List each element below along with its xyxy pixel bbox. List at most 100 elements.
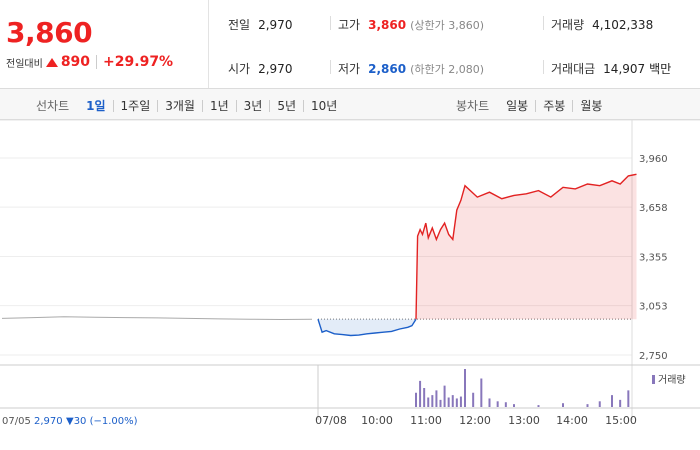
volume-bar — [427, 397, 430, 407]
down-area — [318, 319, 416, 336]
high-sub: (상한가 3,860) — [410, 18, 484, 32]
volume-bar — [537, 405, 540, 407]
tab-1d[interactable]: 1일 — [86, 98, 106, 113]
prev-close-label: 전일 — [228, 18, 251, 32]
volume-bar — [435, 390, 438, 407]
volume-bar — [451, 395, 454, 407]
volume-legend-swatch — [652, 375, 655, 384]
volume-bar — [415, 392, 417, 407]
divider — [543, 60, 544, 74]
volume-bar — [619, 399, 622, 407]
volume-bar — [443, 385, 446, 407]
x-tick-label: 12:00 — [459, 414, 491, 427]
price-box: 3,860 전일대비 890 +29.97% — [0, 0, 209, 88]
price-change: 전일대비 890 +29.97% — [6, 54, 173, 70]
y-tick-label: 3,355 — [639, 253, 668, 264]
volume-bar — [472, 392, 475, 407]
tab-weekly[interactable]: 주봉 — [535, 99, 572, 112]
x-tick-label: 15:00 — [605, 414, 637, 427]
change-value: 890 — [60, 54, 91, 70]
volume-value: 4,102,338 — [592, 17, 654, 32]
today-down-line — [317, 318, 417, 337]
change-label: 전일대비 — [6, 58, 43, 70]
line-chart-label: 선차트 — [36, 99, 70, 113]
volume-bar — [488, 398, 491, 407]
price-chart: 3,960 3,658 3,355 3,053 2,750 거래량 07/08 10:00… — [0, 120, 700, 427]
volume-label: 거래량 — [551, 18, 585, 32]
high-label: 고가 — [338, 18, 361, 32]
divider — [330, 16, 331, 30]
up-area — [416, 174, 637, 320]
x-tick-label: 07/08 — [315, 414, 347, 427]
period-tabs: 선차트 1일 1주일 3개월 1년 3년 5년 10년 봉차트 일봉 주봉 월봉 — [0, 89, 700, 120]
volume-legend-label: 거래량 — [658, 374, 686, 386]
volume-bars: 거래량 — [415, 369, 686, 407]
volume-bar — [431, 395, 434, 407]
prev-close-footer: 2,970 — [34, 416, 63, 427]
tab-3y[interactable]: 3년 — [235, 99, 270, 112]
candle-chart-tabs: 봉차트 일봉 주봉 월봉 — [456, 97, 609, 114]
tab-3m[interactable]: 3개월 — [157, 99, 202, 112]
x-tick-label: 14:00 — [556, 414, 588, 427]
open-price: 시가 2,970 — [228, 60, 292, 77]
volume-bar — [496, 401, 499, 407]
divider — [543, 16, 544, 30]
today-up-line — [415, 173, 637, 320]
tab-monthly[interactable]: 월봉 — [572, 99, 609, 112]
tab-1w[interactable]: 1주일 — [112, 99, 158, 112]
volume-bar — [598, 401, 601, 407]
divider — [96, 55, 98, 69]
tab-1y[interactable]: 1년 — [201, 99, 236, 112]
open-label: 시가 — [228, 62, 251, 76]
volume-bar — [455, 398, 458, 407]
x-tick-label: 13:00 — [508, 414, 540, 427]
volume-bar — [480, 378, 483, 407]
prev-change-footer: ▼30 (−1.00%) — [66, 416, 138, 427]
y-tick-label: 3,053 — [639, 302, 668, 313]
volume-bar — [562, 403, 564, 407]
amount-value: 14,907 — [603, 61, 646, 76]
y-tick-label: 3,658 — [639, 203, 668, 214]
prev-date-label: 07/05 — [2, 416, 31, 427]
prev-day-line — [1, 316, 313, 321]
amount-label: 거래대금 — [551, 62, 596, 76]
low-sub: (하한가 2,080) — [410, 62, 484, 76]
high-value: 3,860 — [368, 17, 407, 32]
volume-bar — [423, 388, 426, 407]
amount-unit: 백만 — [649, 62, 672, 76]
volume-bar — [464, 369, 466, 407]
x-axis: 07/08 10:00 11:00 12:00 13:00 14:00 15:00 07/05… — [2, 414, 637, 427]
y-tick-label: 2,750 — [639, 351, 668, 362]
current-price: 3,860 — [6, 16, 93, 49]
price-lines — [1, 173, 637, 337]
high-price: 고가 3,860 (상한가 3,860) — [338, 16, 484, 33]
volume-bar — [459, 396, 462, 407]
x-tick-label: 10:00 — [361, 414, 393, 427]
x-tick-label: 11:00 — [410, 414, 442, 427]
volume-bar — [513, 404, 515, 407]
low-label: 저가 — [338, 62, 361, 76]
low-price: 저가 2,860 (하한가 2,080) — [338, 60, 484, 77]
volume: 거래량 4,102,338 — [551, 16, 653, 33]
volume-bar — [419, 380, 422, 407]
candle-chart-label: 봉차트 — [456, 99, 490, 113]
up-arrow-icon — [45, 57, 58, 67]
volume-bar — [611, 395, 613, 407]
divider — [330, 60, 331, 74]
change-percent: +29.97% — [103, 54, 174, 70]
volume-bar — [627, 390, 630, 407]
y-tick-label: 3,960 — [639, 154, 668, 165]
volume-bar — [447, 397, 450, 407]
open-value: 2,970 — [258, 61, 293, 76]
y-axis: 3,960 3,658 3,355 3,053 2,750 — [639, 154, 668, 362]
tab-5y[interactable]: 5년 — [269, 99, 303, 112]
prev-close: 전일 2,970 — [228, 16, 292, 33]
volume-bar — [586, 404, 589, 407]
line-chart-tabs: 선차트 1일 1주일 3개월 1년 3년 5년 10년 — [36, 97, 344, 114]
tab-10y[interactable]: 10년 — [303, 99, 344, 112]
volume-bar — [439, 399, 442, 407]
quote-header: 3,860 전일대비 890 +29.97% 전일 2,970 시가 2,970… — [0, 0, 700, 89]
tab-daily[interactable]: 일봉 — [506, 98, 529, 113]
grid — [0, 120, 700, 420]
prev-close-value: 2,970 — [258, 17, 293, 32]
